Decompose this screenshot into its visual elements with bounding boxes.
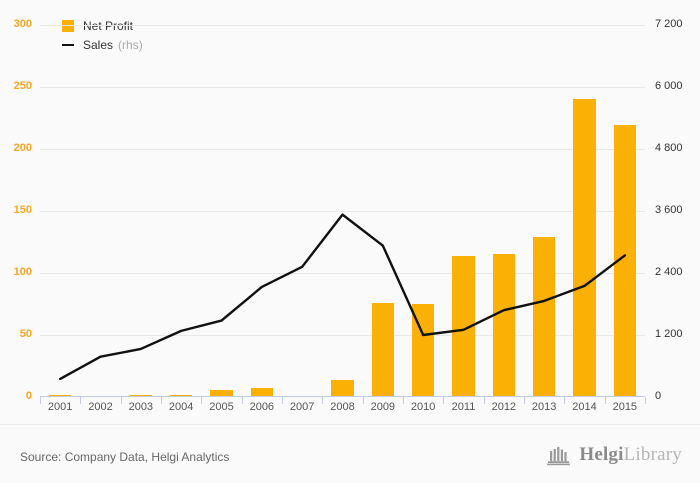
bar-2011: [452, 255, 475, 397]
bar-2012: [492, 254, 516, 397]
gridline: [40, 211, 645, 212]
left-axis-tick-250: 250: [13, 80, 32, 92]
right-axis-tick-7200: 7 200: [655, 18, 683, 30]
sales-line-icon: [62, 43, 74, 46]
bar-2010: [411, 304, 435, 397]
legend-label-sales-axis-note: (rhs): [118, 37, 143, 52]
x-axis-tick-2004: 2004: [168, 401, 194, 413]
x-axis-tickmark: [564, 397, 566, 404]
x-axis-tickmark: [604, 397, 606, 404]
legend-label-sales: Sales: [83, 37, 114, 52]
x-axis-tick-2011: 2011: [451, 401, 476, 413]
x-axis-tickmark: [201, 397, 203, 404]
right-axis-tick-4800: 4 800: [655, 142, 683, 154]
right-axis-tick-1200: 1 200: [655, 328, 683, 340]
x-axis-tick-2007: 2007: [289, 401, 315, 413]
legend-item-sales: Sales (rhs): [62, 35, 143, 54]
x-axis-tick-2008: 2008: [330, 401, 355, 413]
x-axis-tickmark: [322, 397, 324, 404]
gridline: [40, 335, 645, 336]
axis-baseline: [40, 396, 645, 397]
x-axis-tick-2013: 2013: [531, 401, 557, 413]
bar-2014: [573, 99, 596, 397]
x-axis-tick-2002: 2002: [88, 401, 113, 413]
x-axis-tickmark: [483, 397, 485, 404]
sales-polyline: [58, 213, 627, 381]
x-axis-tickmark: [161, 397, 162, 404]
gridline: [40, 25, 645, 26]
right-axis-tick-3600: 3 600: [655, 204, 683, 216]
x-axis-tick-2015: 2015: [612, 401, 638, 413]
gridline: [40, 149, 645, 150]
x-axis-tickmark: [40, 397, 41, 404]
x-axis-tick-2012: 2012: [491, 401, 517, 413]
line-series-sales: [58, 213, 627, 381]
bar-2008: [331, 379, 354, 397]
left-axis-tick-200: 200: [13, 142, 32, 154]
x-axis-tick-2005: 2005: [209, 401, 234, 413]
x-axis-tick-2009: 2009: [370, 401, 396, 413]
bar-2005: [210, 389, 233, 397]
right-axis-tick-6000: 6 000: [655, 80, 683, 92]
plot-area: [40, 25, 645, 397]
footer-divider: [0, 424, 700, 425]
x-axis-tickmark: [282, 397, 283, 404]
source-note: Source: Company Data, Helgi Analytics: [20, 450, 230, 464]
x-axis-tickmark: [80, 397, 82, 404]
bar-2015: [613, 125, 637, 397]
bar-2009: [371, 302, 395, 397]
x-axis-tickmark: [241, 397, 243, 404]
left-axis-tick-300: 300: [13, 18, 32, 30]
brand-text-secondary: Library: [623, 444, 682, 465]
brand-text-primary: Helgi: [579, 444, 624, 465]
left-axis-tick-50: 50: [19, 328, 32, 340]
x-axis-tick-2006: 2006: [249, 401, 275, 413]
x-axis-tick-2003: 2003: [128, 401, 154, 413]
x-axis-tick-2001: 2001: [47, 401, 73, 413]
library-building-icon: [547, 447, 571, 466]
x-axis-tickmark: [524, 397, 525, 404]
x-axis-tick-2014: 2014: [572, 401, 597, 413]
x-axis-tickmark: [362, 397, 364, 404]
x-axis-tickmark: [120, 397, 122, 404]
bar-2006: [250, 388, 274, 397]
left-axis-tick-0: 0: [25, 390, 32, 402]
right-axis-tick-0: 0: [655, 390, 662, 402]
x-axis-tickmark: [645, 397, 646, 404]
x-axis-tick-2010: 2010: [410, 401, 436, 413]
bar-2013: [532, 237, 556, 397]
bar-2004: [169, 394, 193, 397]
right-axis-tick-2400: 2 400: [655, 266, 683, 278]
brand-logo[interactable]: HelgiLibrary: [546, 444, 682, 466]
left-axis-tick-100: 100: [13, 266, 32, 278]
x-axis-tickmark: [403, 397, 404, 404]
left-axis-tick-150: 150: [13, 204, 32, 216]
brand-text: HelgiLibrary: [579, 444, 682, 466]
gridline: [40, 87, 645, 88]
gridline: [40, 273, 645, 274]
x-axis-tickmark: [443, 397, 445, 404]
